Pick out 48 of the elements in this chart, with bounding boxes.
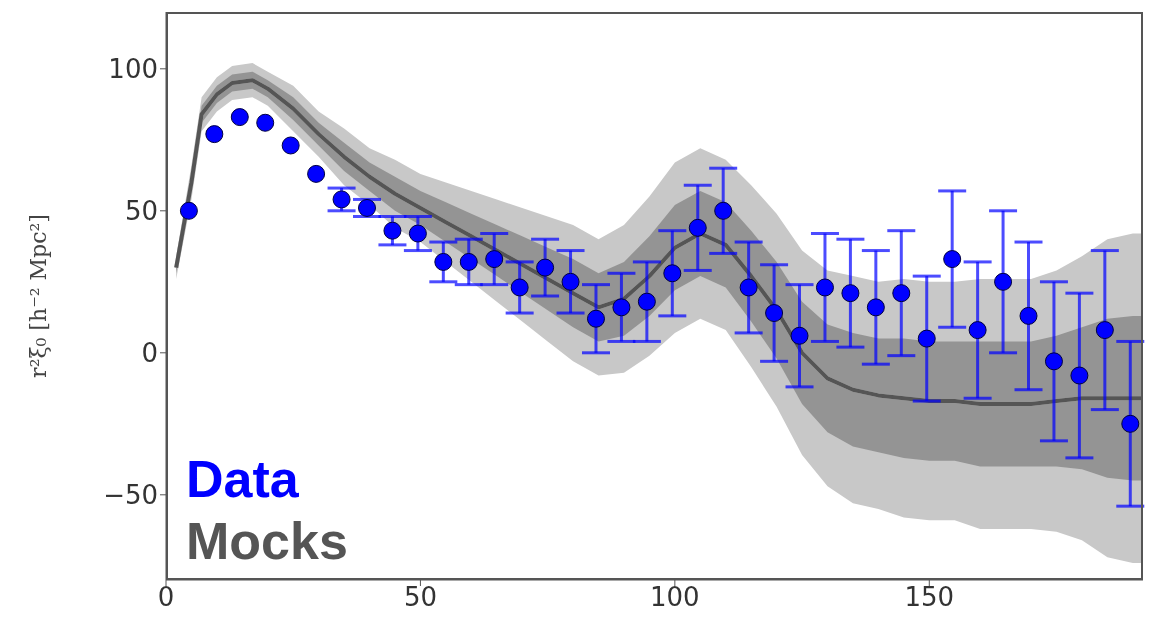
point [765, 304, 784, 323]
point [714, 201, 733, 220]
y-tick-label: 100 [108, 54, 158, 85]
y-tick-label: 0 [141, 338, 158, 369]
x-tick-label: 50 [403, 582, 437, 613]
point [994, 272, 1013, 291]
point [841, 284, 860, 303]
point [892, 284, 911, 303]
point [434, 252, 453, 271]
point [815, 278, 834, 297]
point [1070, 366, 1089, 385]
point [943, 250, 962, 269]
point [688, 218, 707, 237]
point [1095, 321, 1114, 340]
point [866, 298, 885, 317]
point [485, 250, 504, 269]
point [459, 252, 478, 271]
point [1019, 306, 1038, 325]
point [408, 224, 427, 243]
point [917, 329, 936, 348]
point [358, 198, 376, 217]
point [510, 278, 529, 297]
point [383, 221, 402, 240]
y-tick-label: −50 [103, 480, 158, 511]
point [612, 298, 631, 317]
point [1121, 414, 1140, 433]
point [536, 258, 555, 277]
point [179, 201, 198, 220]
point [332, 190, 351, 209]
point [739, 278, 758, 297]
point [1044, 352, 1063, 371]
point [561, 272, 580, 291]
point [637, 292, 656, 311]
point [968, 321, 987, 340]
text: Mocks [186, 511, 348, 572]
point [307, 164, 326, 183]
point [256, 113, 275, 132]
x-tick-label: 100 [650, 582, 700, 613]
y-tick-label: 50 [124, 196, 158, 227]
x-tick-label: 150 [904, 582, 955, 613]
point [663, 264, 682, 283]
point [230, 108, 249, 127]
point [281, 136, 300, 155]
point [586, 309, 605, 328]
y-axis-title: r²ξ₀ [h⁻² Mpc²] [25, 214, 51, 378]
point [205, 125, 224, 144]
point [790, 326, 809, 345]
text: Data [186, 449, 300, 510]
